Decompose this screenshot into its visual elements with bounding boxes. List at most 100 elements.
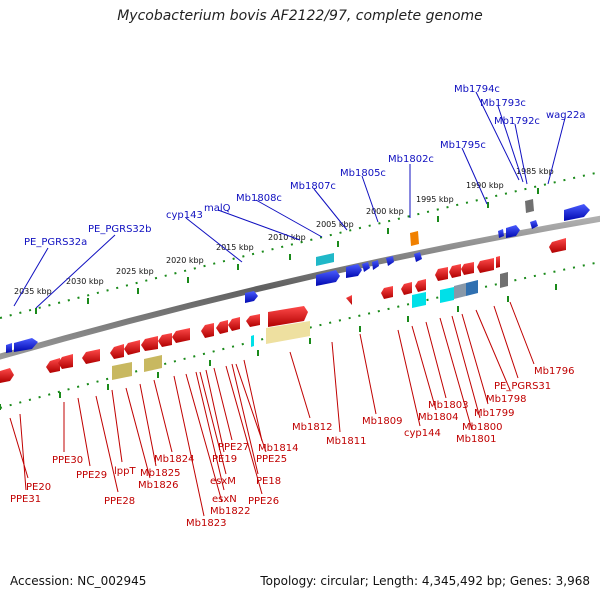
scale-label: 2020 kbp (166, 256, 204, 265)
top-gene-label: Mb1793c (480, 98, 526, 109)
gene-mb1804[interactable] (401, 282, 412, 295)
bottom-gene-label: Mb1822 (210, 506, 250, 517)
map-title: Mycobacterium bovis AF2122/97, complete … (117, 8, 483, 24)
gene-mb1805c-d[interactable] (410, 231, 419, 246)
gene-esxn[interactable] (216, 320, 228, 334)
top-gene-label: Mb1805c (340, 168, 386, 179)
gene-mb1796[interactable] (549, 238, 566, 253)
gene-mb1805c-a[interactable] (346, 264, 362, 278)
forward-genes (6, 199, 590, 353)
bottom-gene-label: PE19 (212, 454, 237, 465)
accession-text: Accession: NC_002945 (10, 574, 147, 588)
gene-mb1809[interactable] (346, 295, 352, 305)
top-gene-label: PE_PGRS32a (24, 237, 87, 248)
top-label-lines (13, 91, 566, 309)
bottom-gene-label: lppT (114, 466, 136, 477)
bottom-gene-label: Mb1824 (154, 454, 194, 465)
top-gene-label: Mb1792c (494, 116, 540, 127)
gene-mb1825-pseudo[interactable] (144, 355, 162, 372)
gene-mb1792c[interactable] (530, 220, 538, 229)
gene-mb1826[interactable] (141, 336, 158, 351)
gene-ppe31[interactable] (46, 358, 60, 373)
bottom-gene-label: Mb1812 (292, 422, 332, 433)
genome-backbone (0, 215, 600, 360)
gene-pe-pgrs31[interactable] (477, 258, 494, 273)
gene-mb1796-grey[interactable] (500, 272, 508, 288)
bottom-gene-label: Mb1798 (486, 394, 526, 405)
gene-mb1798-pseudo[interactable] (112, 362, 132, 380)
gene-mb1811[interactable] (266, 321, 310, 344)
gene-mb1824[interactable] (172, 328, 190, 343)
bottom-gene-label: esxN (212, 494, 237, 505)
bottom-gene-label: PPE30 (52, 455, 83, 466)
gene-mb1807c[interactable] (316, 270, 340, 286)
gene-mb1808c[interactable] (316, 253, 334, 266)
gene-ppe28[interactable] (110, 344, 124, 359)
gene-pe20[interactable] (0, 368, 14, 383)
bottom-gene-label: PE_PGRS31 (494, 381, 551, 392)
gene-mb1794c[interactable] (498, 229, 504, 238)
gene-mb1808-rna[interactable] (412, 292, 426, 308)
reverse-genes (0, 238, 566, 383)
gene-mb1801[interactable] (435, 267, 448, 281)
genome-summary: Topology: circular; Length: 4,345,492 bp… (260, 574, 590, 588)
gene-mb1797[interactable] (496, 256, 500, 268)
gene-mb1799[interactable] (461, 262, 474, 275)
gene-mb1825[interactable] (158, 333, 172, 347)
top-gene-label: Mb1795c (440, 140, 486, 151)
bottom-gene-label: PPE27 (218, 442, 249, 453)
scale-label: 2030 kbp (66, 277, 104, 286)
bottom-gene-label: cyp144 (404, 428, 441, 439)
bottom-gene-label: Mb1801 (456, 434, 496, 445)
gene-mb1823[interactable] (201, 323, 214, 338)
gene-mb1805c-b[interactable] (362, 262, 370, 272)
bottom-gene-label: PPE31 (10, 494, 41, 505)
top-gene-label: cyp143 (166, 210, 203, 221)
gene-mb1800[interactable] (449, 264, 461, 278)
bottom-gene-label: Mb1825 (140, 468, 180, 479)
gene-mb1802c[interactable] (386, 256, 394, 266)
bottom-gene-label: PE20 (26, 482, 51, 493)
bottom-gene-label: Mb1796 (534, 366, 574, 377)
bottom-gene-label: PPE29 (76, 470, 107, 481)
bottom-gene-label: Mb1826 (138, 480, 178, 491)
top-gene-label: Mb1808c (236, 193, 282, 204)
gene-mb1790c[interactable] (525, 199, 534, 213)
top-gene-label: Mb1802c (388, 154, 434, 165)
top-gene-label: PE_PGRS32b (88, 224, 152, 235)
gene-pe-pgrs32[interactable] (14, 338, 38, 352)
gene-cyp144[interactable] (381, 286, 393, 299)
bottom-gene-label: Mb1799 (474, 408, 514, 419)
gene-mb1795c[interactable] (414, 252, 422, 262)
gene-mb1802[interactable] (440, 287, 454, 303)
gene-mb1812[interactable] (268, 306, 308, 327)
gene-lppt[interactable] (124, 340, 140, 355)
gene-mb1793c[interactable] (506, 225, 520, 238)
gene-esxm[interactable] (251, 335, 254, 347)
lower-tick-track (0, 261, 600, 409)
gene-blue-a[interactable] (6, 343, 12, 353)
gene-pe19[interactable] (228, 317, 240, 331)
scale-label: 1990 kbp (466, 181, 504, 190)
gene-ppe25[interactable] (246, 314, 260, 327)
gene-mb1801-grey[interactable] (454, 283, 466, 299)
bottom-gene-label: PPE25 (256, 454, 287, 465)
upper-tick-track (0, 171, 600, 319)
gene-mb1803[interactable] (415, 279, 426, 292)
bottom-gene-label: esxM (210, 476, 236, 487)
top-gene-label: Mb1794c (454, 84, 500, 95)
bottom-gene-label: PPE28 (104, 496, 135, 507)
scale-label: 1985 kbp (516, 167, 554, 176)
scale-label: 2010 kbp (268, 233, 306, 242)
gene-mb1805c-c[interactable] (372, 260, 379, 270)
gene-cyp143[interactable] (245, 291, 258, 303)
top-gene-label: Mb1807c (290, 181, 336, 192)
gene-mb1800-blue[interactable] (466, 280, 478, 296)
gene-ppe29[interactable] (82, 349, 100, 364)
bottom-gene-label: Mb1809 (362, 416, 402, 427)
gene-wag22a[interactable] (564, 204, 590, 221)
gene-ppe30[interactable] (58, 354, 73, 369)
